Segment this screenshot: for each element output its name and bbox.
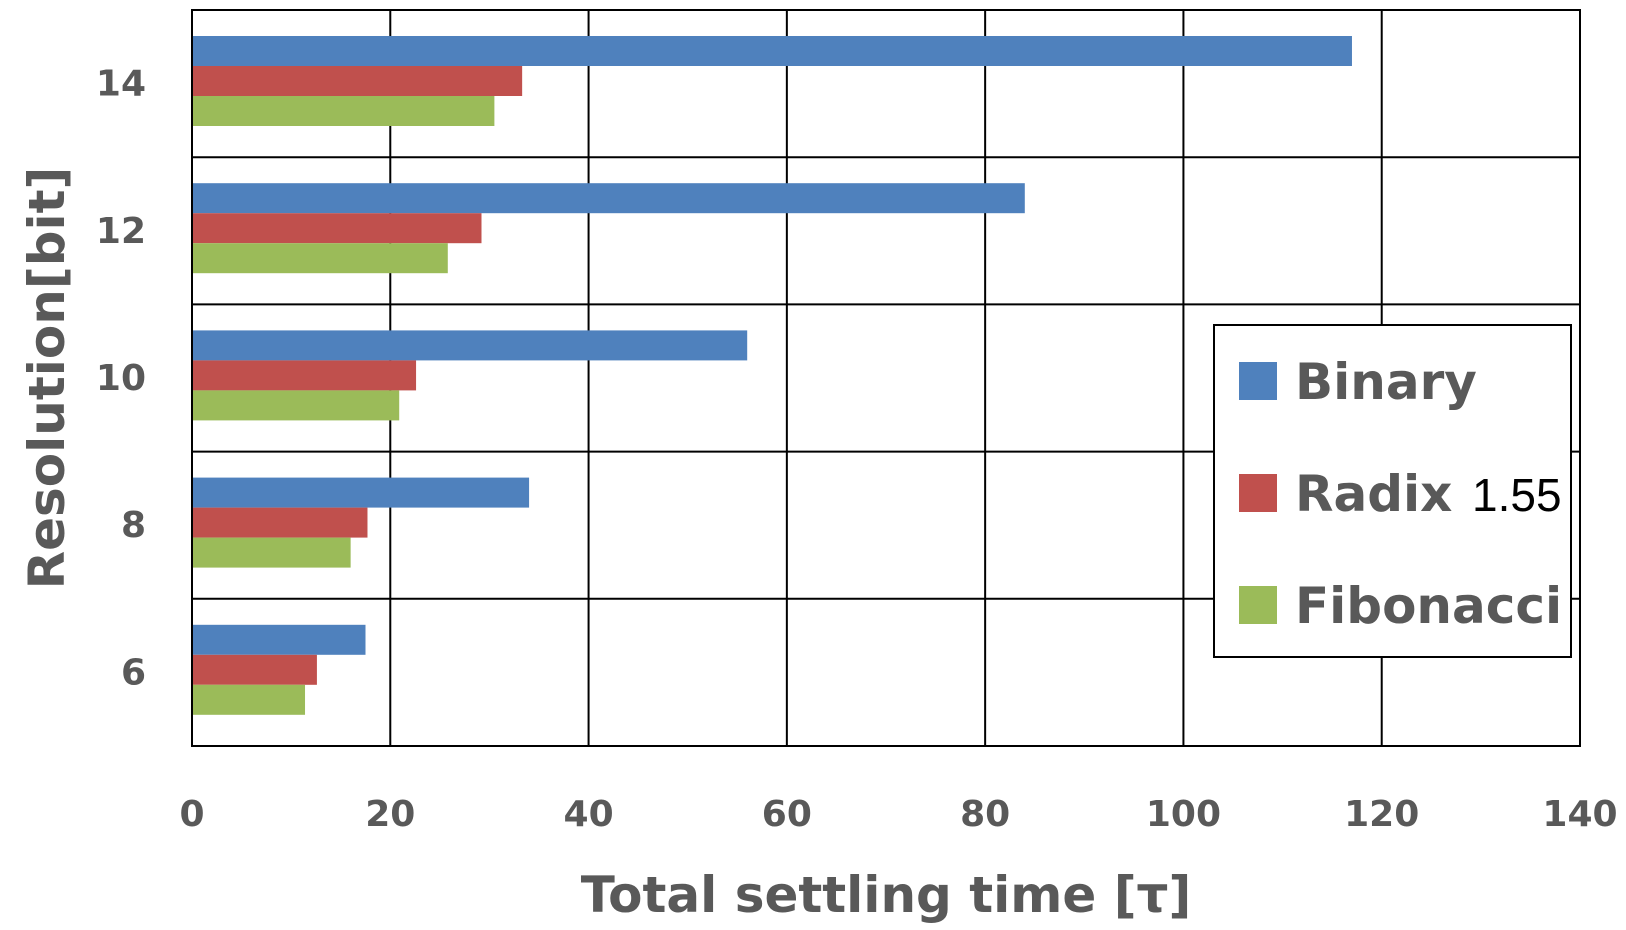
legend: Binary Radix 1.55 Fibonacci: [1213, 324, 1572, 658]
bar-binary-14: [192, 36, 1352, 66]
y-axis-title: Resolution[bit]: [18, 167, 76, 590]
bar-binary-12: [192, 183, 1025, 214]
y-tick-label: 12: [96, 211, 146, 252]
y-tick-label: 6: [121, 652, 146, 693]
bar-fibonacci-10: [192, 390, 400, 421]
x-tick-label: 0: [179, 794, 204, 835]
legend-label-radix: Radix: [1295, 465, 1452, 523]
bars: [192, 36, 1352, 715]
legend-swatch-binary: [1239, 362, 1277, 400]
plot-frame: [191, 9, 1581, 747]
y-tick-labels: 14 12 10 8 6: [96, 64, 146, 694]
x-tick-label: 140: [1542, 794, 1617, 835]
bar-radix-10: [192, 360, 417, 391]
y-tick-label: 10: [96, 358, 146, 399]
bar-fibonacci-14: [192, 96, 495, 126]
x-tick-label: 60: [762, 794, 812, 835]
x-tick-label: 20: [365, 794, 415, 835]
y-tick-label: 14: [96, 64, 146, 105]
x-tick-label: 80: [960, 794, 1010, 835]
legend-swatch-radix: [1239, 474, 1277, 512]
x-axis-title: Total settling time [τ]: [581, 866, 1192, 924]
x-tick-labels: 0 20 40 60 80 100 120 140: [179, 794, 1617, 835]
legend-label-binary: Binary: [1295, 353, 1477, 411]
legend-label-suffix: 1.55: [1472, 469, 1562, 521]
x-tick-label: 100: [1146, 794, 1221, 835]
bar-fibonacci-12: [192, 243, 448, 274]
bar-radix-12: [192, 213, 482, 244]
x-tick-label: 40: [564, 794, 614, 835]
bar-radix-8: [192, 507, 368, 538]
bar-binary-8: [192, 477, 530, 508]
bar-radix-6: [192, 654, 317, 685]
bar-binary-10: [192, 330, 748, 361]
bar-fibonacci-6: [192, 684, 306, 715]
bar-binary-6: [192, 624, 366, 655]
x-tick-label: 120: [1344, 794, 1419, 835]
legend-label-fibonacci: Fibonacci: [1295, 577, 1562, 635]
y-tick-label: 8: [121, 505, 146, 546]
legend-swatch-fibonacci: [1239, 586, 1277, 624]
bar-radix-14: [192, 66, 523, 96]
bar-fibonacci-8: [192, 537, 351, 568]
